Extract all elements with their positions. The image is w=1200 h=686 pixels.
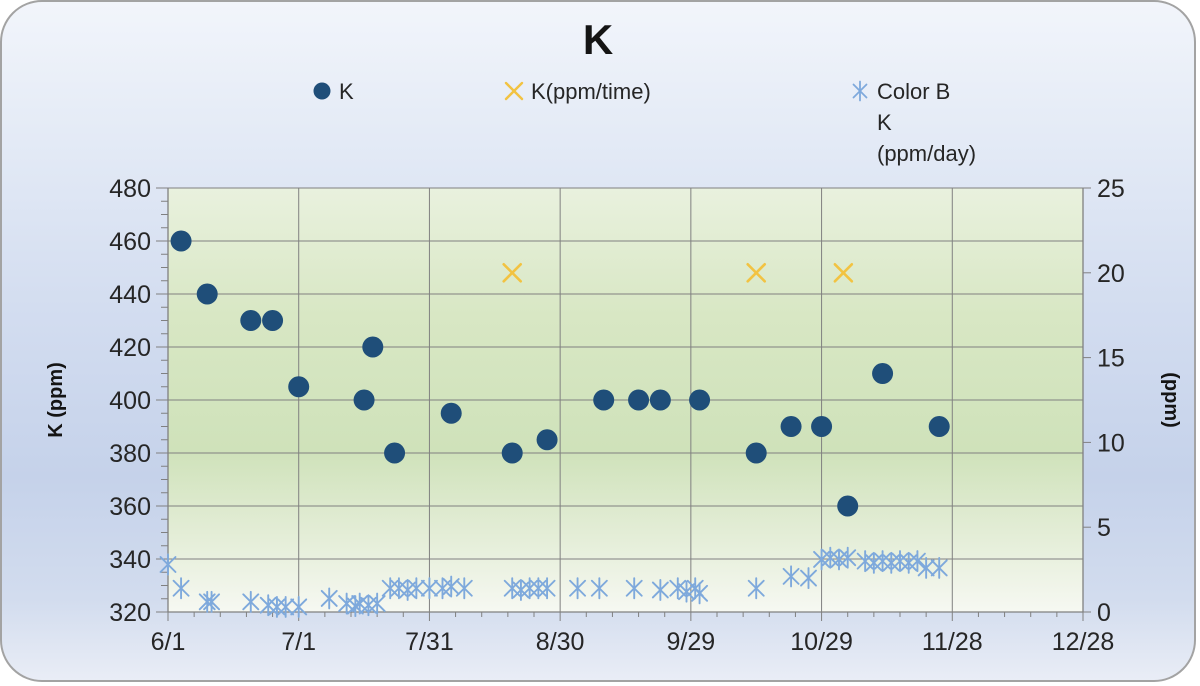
data-point xyxy=(593,389,615,411)
data-point xyxy=(590,577,608,600)
y-left-tick-label: 340 xyxy=(109,546,151,574)
y-right-tick-label: 25 xyxy=(1097,175,1125,203)
data-point xyxy=(811,416,833,437)
series-k-ppm-time- xyxy=(502,262,854,283)
asterisk-marker-icon xyxy=(848,78,872,102)
data-point xyxy=(928,416,950,437)
data-point xyxy=(569,577,587,600)
data-point xyxy=(240,310,262,331)
data-point xyxy=(353,389,375,411)
data-point xyxy=(800,567,817,590)
y-left-tick-label: 380 xyxy=(109,440,151,468)
data-point xyxy=(203,590,221,613)
legend-label-color-b: Color B K (ppm/day) xyxy=(877,79,977,166)
data-point xyxy=(625,577,643,600)
data-point xyxy=(420,577,438,600)
data-point xyxy=(440,402,462,424)
gridlines xyxy=(168,187,1083,612)
data-point xyxy=(290,595,308,618)
legend-label-k: K xyxy=(339,79,354,104)
data-point xyxy=(407,577,425,600)
data-point xyxy=(678,580,695,603)
data-point xyxy=(502,262,523,283)
data-point xyxy=(242,590,260,613)
series-k xyxy=(170,230,950,517)
x-tick-label: 10/29 xyxy=(790,628,853,656)
data-point xyxy=(872,363,894,384)
data-point xyxy=(277,595,295,618)
data-point xyxy=(837,495,859,517)
data-point xyxy=(628,389,650,411)
y-left-tick-label: 320 xyxy=(109,599,151,627)
y-right-tick-label: 15 xyxy=(1097,345,1125,373)
tick-labels: 6/1 7/1 7/31 8/30 9/29 10/29 11/28 12/28 320 340 3… xyxy=(109,175,1125,656)
data-point xyxy=(782,565,800,588)
data-point xyxy=(649,389,671,411)
data-point xyxy=(689,389,711,411)
data-point xyxy=(362,336,384,358)
data-point xyxy=(651,579,669,601)
x-tick-label: 6/1 xyxy=(151,628,186,656)
y-left-tick-label: 400 xyxy=(109,387,151,415)
legend-label-k-ppm-time: K(ppm/time) xyxy=(531,79,651,104)
circle-marker-icon xyxy=(310,78,334,102)
y-left-tick-label: 440 xyxy=(109,281,151,309)
legend-item-k: K xyxy=(310,76,354,107)
data-point xyxy=(442,575,460,598)
data-point xyxy=(159,553,177,576)
axis-ticks xyxy=(156,187,1091,621)
data-point xyxy=(691,582,709,605)
chart-title: K xyxy=(582,16,614,63)
x-marker-icon xyxy=(502,78,526,102)
x-tick-label: 11/28 xyxy=(922,628,983,656)
x-tick-label: 9/29 xyxy=(667,628,716,656)
y-right-axis-title: (ppm) xyxy=(1160,372,1182,428)
y-right-tick-label: 5 xyxy=(1097,514,1111,542)
y-left-tick-label: 360 xyxy=(109,493,151,521)
data-point xyxy=(930,556,948,579)
data-point xyxy=(536,429,558,451)
series-color-b-k-ppm-day- xyxy=(159,546,948,618)
legend-item-color-b: Color B K (ppm/day) xyxy=(848,76,976,169)
legend-item-k-ppm-time: K(ppm/time) xyxy=(502,76,651,107)
y-left-tick-label: 480 xyxy=(109,175,151,203)
data-point xyxy=(745,442,767,464)
y-left-axis-title: K (ppm) xyxy=(45,362,67,438)
data-point xyxy=(384,442,406,464)
data-point xyxy=(455,577,473,600)
x-tick-label: 8/30 xyxy=(536,628,585,656)
data-point xyxy=(746,262,767,283)
data-point xyxy=(262,310,284,331)
y-right-tick-label: 20 xyxy=(1097,260,1125,288)
data-point xyxy=(196,283,218,305)
data-point xyxy=(538,577,556,600)
data-point xyxy=(917,556,935,579)
x-tick-label: 7/31 xyxy=(405,628,454,656)
x-tick-label: 12/28 xyxy=(1052,628,1115,656)
data-point xyxy=(839,546,857,569)
data-point xyxy=(368,592,386,615)
data-point xyxy=(320,587,338,610)
data-point xyxy=(747,577,765,600)
x-tick-label: 7/1 xyxy=(281,628,316,656)
y-right-tick-label: 0 xyxy=(1097,599,1111,627)
data-point xyxy=(780,416,802,437)
y-left-tick-label: 460 xyxy=(109,228,151,256)
y-left-tick-label: 420 xyxy=(109,334,151,362)
y-right-tick-label: 10 xyxy=(1097,429,1125,457)
data-point xyxy=(170,230,192,252)
data-point xyxy=(833,262,854,283)
data-point xyxy=(908,550,926,573)
data-point xyxy=(288,376,310,398)
data-point xyxy=(172,577,190,600)
data-point xyxy=(501,442,523,464)
data-point xyxy=(669,577,687,600)
